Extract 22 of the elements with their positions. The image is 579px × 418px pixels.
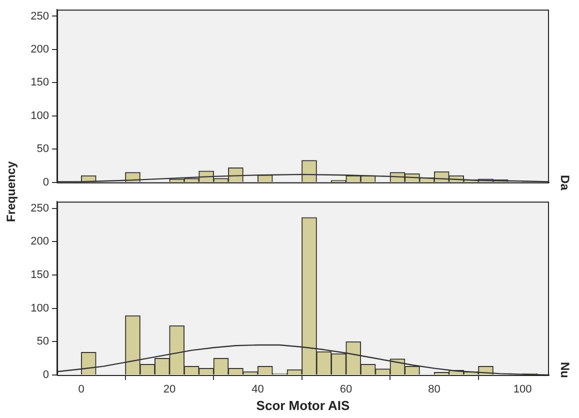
- y-tick-label: 200: [30, 236, 49, 248]
- y-tick-label: 150: [30, 268, 49, 281]
- y-axis-title: Frequency: [4, 161, 18, 222]
- y-tick-label: 0: [42, 369, 49, 382]
- y-tick-label: 250: [30, 10, 49, 22]
- y2-axis-title: Nu: [558, 362, 572, 378]
- y-tick-label: 0: [42, 176, 49, 188]
- x-tick-label: 60: [340, 384, 352, 396]
- y-tick-label: 100: [30, 110, 49, 122]
- y-tick-label: 50: [36, 336, 49, 348]
- x-tick-label: 40: [252, 384, 264, 396]
- x-tick-label: 20: [163, 384, 176, 396]
- y-tick-label: 250: [30, 202, 49, 214]
- y-tick-label: 50: [36, 143, 49, 156]
- x-tick-label: 0: [78, 384, 84, 396]
- x-tick-label: 80: [428, 384, 440, 396]
- y-tick-label: 150: [30, 76, 49, 89]
- y-tick-label: 200: [30, 44, 49, 56]
- x-axis-title: Scor Motor AIS: [256, 398, 350, 413]
- y2-axis-title: Da: [558, 175, 572, 190]
- x-tick-label: 100: [513, 384, 532, 396]
- y-tick-label: 100: [30, 302, 49, 314]
